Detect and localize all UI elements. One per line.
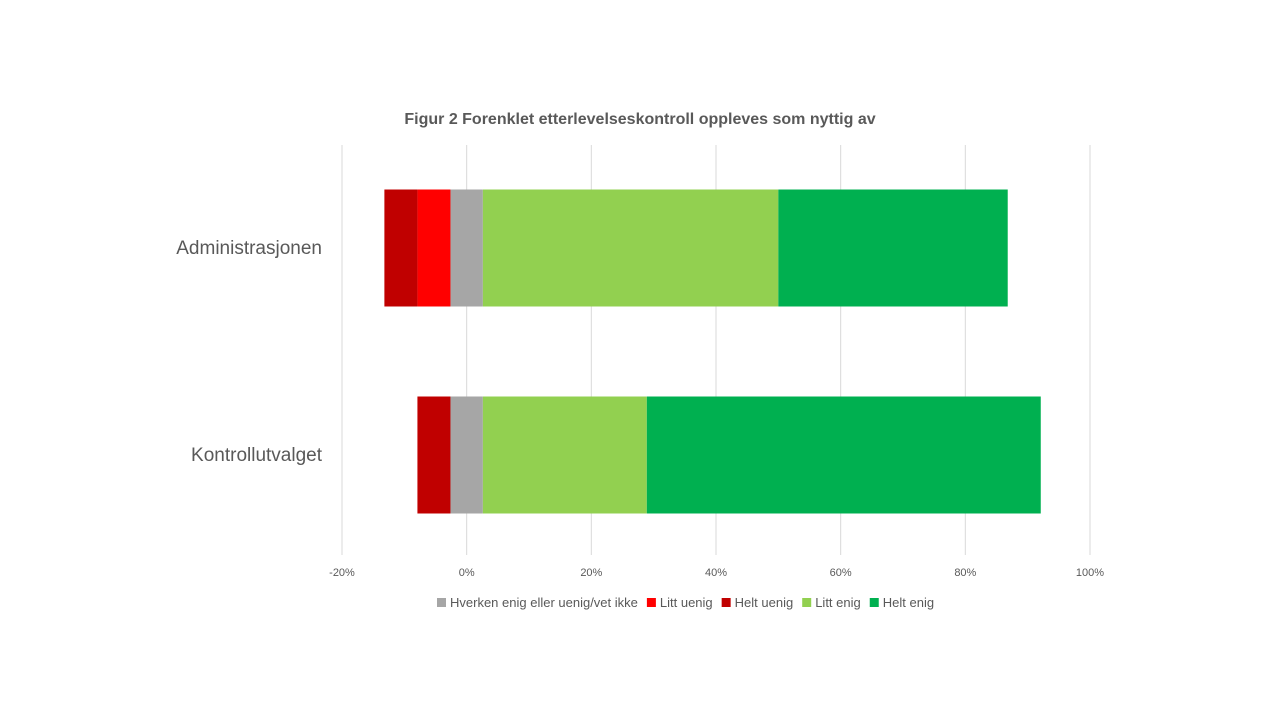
bar-neutral-0 — [450, 189, 483, 307]
legend-swatch — [869, 598, 879, 607]
x-tick-label: 60% — [830, 567, 852, 579]
bar-negative-1-0 — [384, 189, 418, 307]
x-tick-label: 80% — [954, 567, 976, 579]
legend-swatch — [437, 598, 446, 607]
category-labels: Administrasjonen Kontrollutvalget — [176, 238, 322, 466]
bar-positive-0-1 — [482, 396, 647, 514]
legend-label: Litt enig — [815, 595, 861, 610]
legend-label: Litt uenig — [660, 595, 713, 610]
x-tick-label: -20% — [329, 567, 355, 579]
x-tick-labels: -20% 0% 20% 40% 60% 80% 100% — [329, 567, 1104, 579]
legend-swatch — [646, 598, 656, 607]
bar-negative-1-1 — [417, 396, 451, 514]
bar-positive-1-0 — [778, 189, 1008, 307]
legend: Hverken enig eller uenig/vet ikke Litt ue… — [437, 595, 934, 610]
chart-title: Figur 2 Forenklet etterlevelseskontroll … — [404, 111, 875, 128]
legend-swatch — [802, 598, 812, 607]
bar-neutral-1 — [450, 396, 483, 514]
x-tick-label: 0% — [459, 567, 475, 579]
legend-swatch — [721, 598, 731, 607]
x-tick-label: 100% — [1076, 567, 1104, 579]
bar-positive-1-1 — [646, 396, 1041, 514]
legend-label: Helt enig — [883, 595, 934, 610]
x-tick-label: 40% — [705, 567, 727, 579]
legend-label: Helt uenig — [735, 595, 794, 610]
bar-positive-0-0 — [482, 189, 779, 307]
x-tick-label: 20% — [580, 567, 602, 579]
legend-label: Hverken enig eller uenig/vet ikke — [450, 595, 638, 610]
category-label: Administrasjonen — [176, 238, 322, 259]
bar-negative-0-0 — [417, 189, 451, 307]
bar-layer — [384, 189, 1041, 514]
category-label: Kontrollutvalget — [191, 445, 323, 466]
